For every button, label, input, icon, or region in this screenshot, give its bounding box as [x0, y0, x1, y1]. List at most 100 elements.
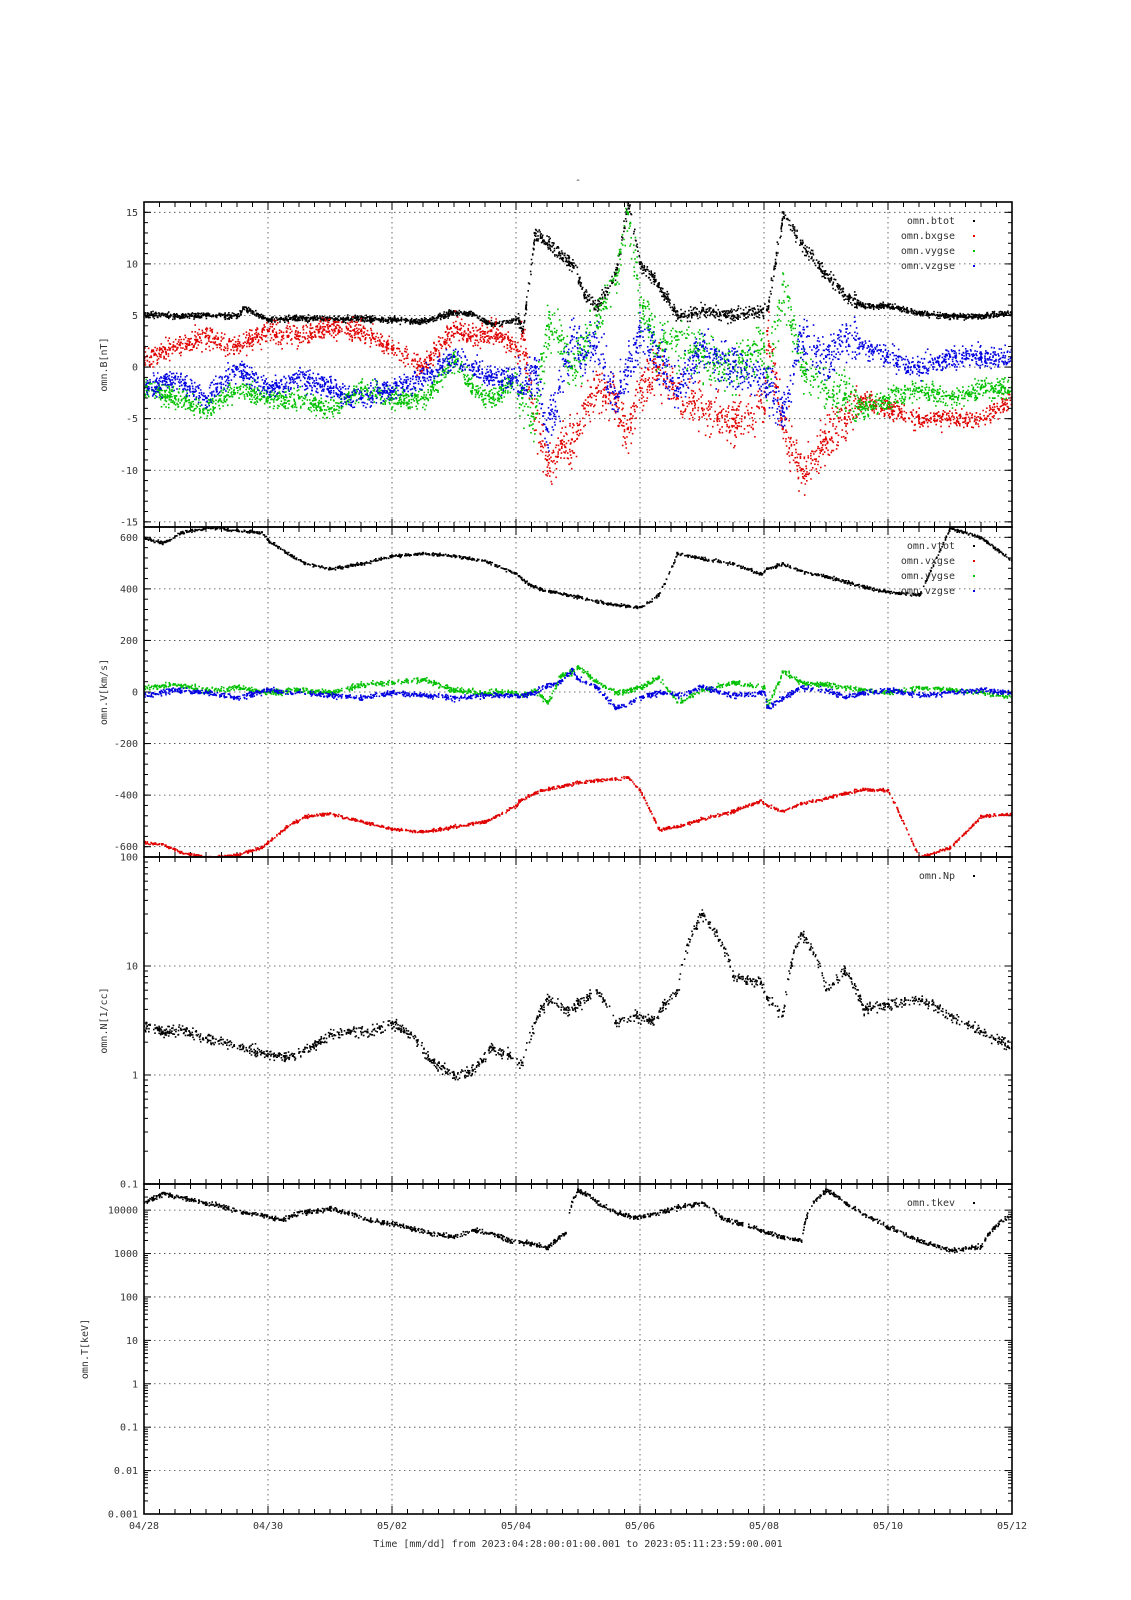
data-point [639, 262, 642, 266]
data-point [639, 696, 642, 699]
data-point [471, 386, 474, 389]
data-point [515, 318, 518, 321]
data-point [360, 696, 363, 699]
data-point [583, 355, 586, 358]
data-point [825, 574, 828, 578]
data-point [366, 1218, 369, 1221]
data-point [763, 376, 766, 379]
data-point [533, 1021, 536, 1025]
data-point [546, 458, 549, 462]
data-point [595, 1201, 598, 1204]
data-point [766, 376, 769, 379]
data-point [453, 1074, 456, 1077]
data-point [490, 329, 493, 333]
data-point [391, 345, 394, 348]
data-point [595, 989, 598, 992]
series-omn.vygse [144, 665, 1012, 708]
y-tick-label: 10 [126, 1336, 138, 1347]
data-point [570, 667, 573, 670]
data-point [887, 304, 890, 307]
data-point [766, 804, 769, 807]
y-axis-label: omn.N[1/cc] [99, 987, 110, 1053]
series-omn.vtot [144, 527, 1012, 610]
data-point [862, 787, 865, 790]
data-point [614, 706, 617, 709]
x-tick-label: 04/30 [253, 1521, 283, 1532]
data-point [800, 469, 803, 472]
data-point [887, 688, 890, 691]
data-point [862, 1213, 865, 1216]
x-tick-label: 04/28 [129, 1521, 159, 1532]
y-axis-label: omn.V[km/s] [99, 659, 110, 725]
data-point [471, 1069, 474, 1072]
data-point [521, 386, 524, 389]
data-point [980, 688, 983, 691]
y-axis-label: omn.T[keV] [80, 1319, 91, 1379]
data-point [632, 1215, 635, 1219]
data-point [614, 1021, 617, 1025]
series-scatter-cloud [144, 909, 1012, 1081]
data-point [558, 252, 561, 255]
data-point [242, 306, 245, 309]
data-point [527, 1241, 530, 1244]
legend-label: omn.bxgse [901, 231, 955, 242]
legend-label: omn.vtot [907, 541, 955, 552]
data-point [453, 310, 456, 313]
data-point [236, 685, 239, 689]
data-point [236, 696, 239, 699]
data-point [657, 675, 660, 678]
data-point [825, 1188, 828, 1191]
data-point [657, 283, 660, 286]
x-tick-label: 05/06 [625, 1521, 655, 1532]
data-point [651, 1213, 654, 1216]
data-point [471, 1228, 474, 1232]
data-point [558, 335, 561, 338]
series-scatter-cloud [145, 1188, 1012, 1254]
data-point [329, 407, 332, 410]
legend-label: omn.vygse [901, 571, 955, 582]
data-point [657, 593, 660, 596]
data-point [676, 1205, 679, 1208]
data-point [800, 569, 803, 573]
data-point [766, 1231, 769, 1235]
data-point [639, 304, 642, 307]
data-point [719, 1215, 722, 1219]
data-point [409, 1032, 412, 1035]
data-point [781, 696, 784, 699]
data-point [980, 691, 983, 694]
data-point [980, 355, 983, 358]
data-point [316, 1041, 319, 1044]
legend-marker [973, 560, 975, 562]
data-point [484, 819, 487, 823]
data-point [918, 693, 921, 696]
data-point [508, 1239, 511, 1242]
data-point [781, 562, 784, 565]
data-point [205, 691, 208, 694]
data-point [843, 417, 846, 420]
data-point [366, 1030, 369, 1033]
data-point [174, 314, 177, 317]
data-point [508, 1054, 511, 1058]
data-point [949, 845, 952, 848]
data-point [595, 386, 598, 389]
data-point [391, 554, 394, 557]
data-point [298, 688, 301, 691]
data-point [267, 386, 270, 389]
data-point [766, 308, 769, 311]
y-tick-label: 100 [120, 853, 138, 864]
y-tick-label: 400 [120, 584, 138, 595]
data-point [862, 585, 865, 588]
data-point [515, 693, 518, 696]
page-title: - [575, 175, 581, 186]
data-point [781, 211, 784, 214]
data-point [533, 231, 536, 235]
data-point [205, 1201, 208, 1204]
data-point [980, 314, 983, 317]
data-point [766, 329, 769, 333]
data-point [291, 1054, 294, 1058]
data-point [701, 817, 704, 820]
data-point [360, 386, 363, 389]
data-point [918, 311, 921, 314]
panel-N: 0.1 1 10 100 omn.N[1/cc] omn.Np [99, 853, 1013, 1191]
data-point [825, 796, 828, 799]
